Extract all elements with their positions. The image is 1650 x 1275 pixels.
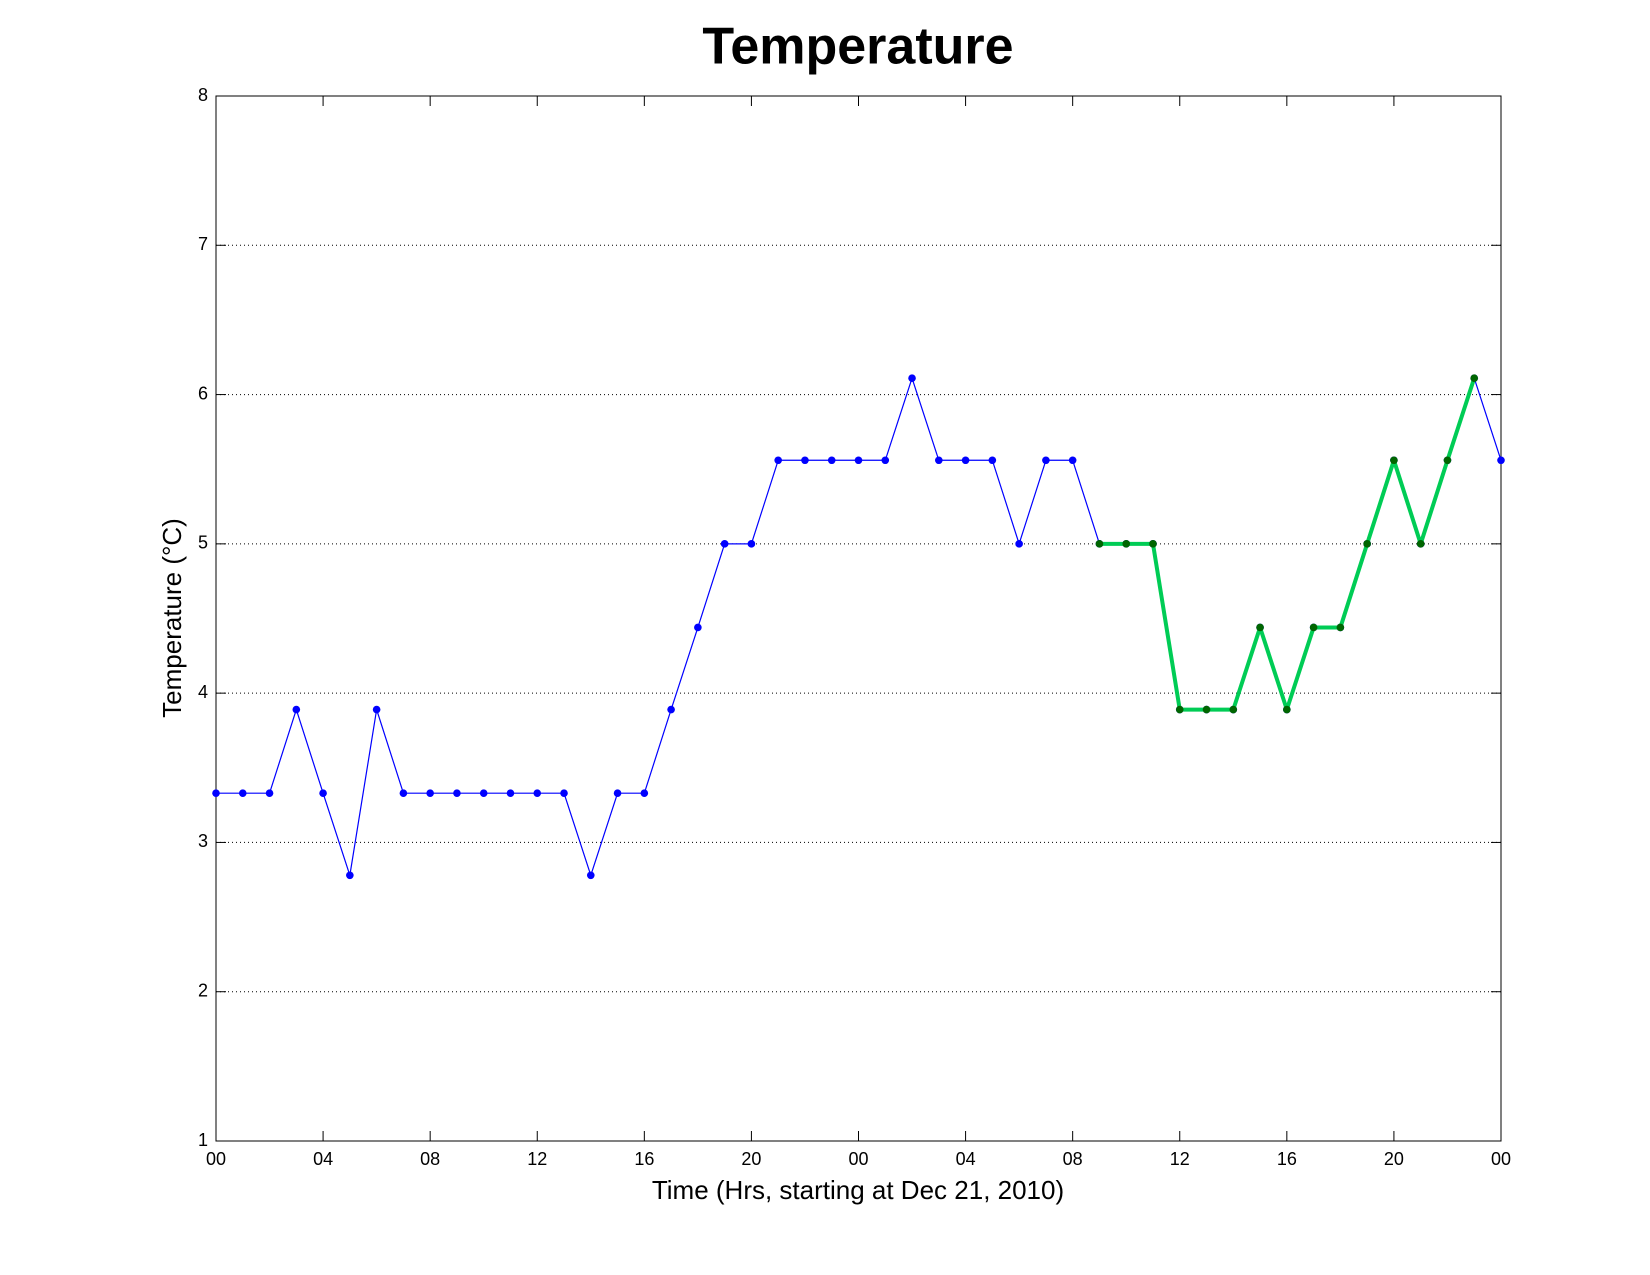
data-point	[1229, 705, 1238, 714]
data-point	[372, 705, 381, 714]
plot-frame	[215, 95, 1502, 1142]
x-tick-label: 08	[1063, 1149, 1083, 1169]
data-point	[774, 456, 782, 465]
data-point	[961, 456, 970, 465]
data-point	[1283, 705, 1291, 714]
x-tick-label: 16	[1277, 1149, 1297, 1169]
data-point	[506, 789, 515, 797]
data-point	[1122, 540, 1131, 548]
data-point	[479, 789, 488, 797]
data-point	[935, 456, 943, 465]
data-point	[1497, 456, 1505, 465]
x-tick-label: 08	[420, 1149, 440, 1169]
y-tick-label: 7	[198, 234, 208, 254]
x-tick-label: 12	[1170, 1149, 1190, 1169]
y-tick-label: 3	[198, 831, 208, 851]
y-axis-label: Temperature (°C)	[157, 518, 187, 718]
y-tick-label: 4	[198, 682, 208, 702]
x-tick-label: 00	[848, 1149, 868, 1169]
data-point	[1390, 456, 1398, 465]
data-point	[640, 789, 649, 797]
x-tick-label: 00	[206, 1149, 226, 1169]
data-point	[988, 456, 997, 465]
data-point	[1095, 540, 1104, 548]
data-point	[694, 623, 702, 632]
data-point	[399, 789, 408, 797]
y-tick-label: 8	[198, 85, 208, 105]
data-point	[453, 789, 461, 797]
x-axis-label: Time (Hrs, starting at Dec 21, 2010)	[652, 1175, 1064, 1205]
x-tick-label: 16	[634, 1149, 654, 1169]
data-point	[292, 705, 301, 714]
data-point	[560, 789, 568, 797]
y-tick-label: 5	[198, 533, 208, 553]
data-point	[881, 456, 890, 465]
data-point	[667, 705, 675, 714]
data-point	[1202, 705, 1211, 714]
data-point	[1149, 540, 1157, 548]
data-point	[1256, 623, 1264, 632]
data-point	[827, 456, 836, 465]
data-point	[908, 374, 916, 382]
data-point	[319, 789, 327, 797]
data-point	[1068, 456, 1077, 465]
y-tick-label: 1	[198, 1130, 208, 1150]
data-point	[238, 789, 247, 797]
chart-title: Temperature	[702, 18, 1013, 76]
data-point	[1336, 623, 1345, 632]
data-point	[533, 789, 542, 797]
data-point	[1309, 623, 1318, 632]
x-tick-label: 04	[956, 1149, 976, 1169]
x-tick-label: 12	[527, 1149, 547, 1169]
data-point	[1175, 705, 1184, 714]
data-point	[265, 789, 274, 797]
data-point	[212, 789, 220, 797]
data-point	[1363, 540, 1371, 548]
data-point	[613, 789, 622, 797]
x-tick-label: 04	[313, 1149, 333, 1169]
data-point	[1416, 540, 1425, 548]
data-point	[801, 456, 809, 465]
x-tick-label: 00	[1491, 1149, 1511, 1169]
line-series	[216, 377, 1502, 876]
y-tick-label: 2	[198, 980, 208, 1000]
y-tick-label: 6	[198, 383, 208, 403]
data-point	[1042, 456, 1050, 465]
x-tick-label: 20	[1384, 1149, 1404, 1169]
data-point	[426, 789, 434, 797]
data-point	[1443, 456, 1452, 465]
data-point	[1470, 374, 1479, 382]
data-point	[747, 540, 756, 548]
x-tick-label: 20	[741, 1149, 761, 1169]
data-point	[854, 456, 863, 465]
data-point	[1015, 540, 1023, 548]
data-point	[346, 871, 354, 880]
data-point	[720, 540, 729, 548]
data-point	[586, 871, 595, 880]
